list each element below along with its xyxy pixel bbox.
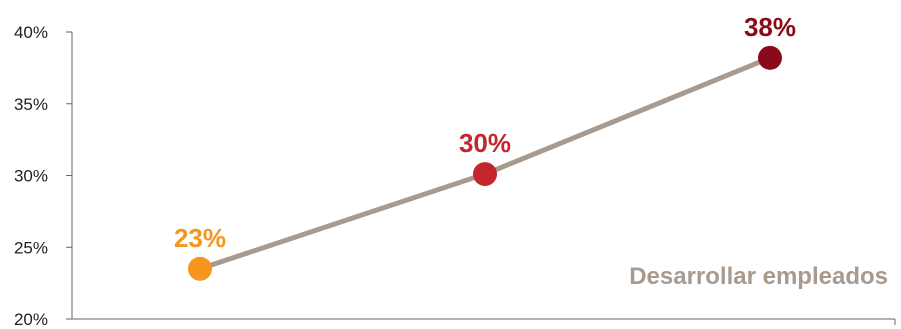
data-labels: 23% 30% 38% bbox=[174, 12, 796, 253]
y-axis: 20% 25% 30% 35% 40% bbox=[14, 23, 73, 329]
series-name-label: Desarrollar empleados bbox=[629, 263, 888, 290]
data-point bbox=[188, 256, 212, 281]
y-tick-label: 30% bbox=[14, 167, 48, 186]
data-points bbox=[188, 45, 782, 281]
x-axis bbox=[72, 318, 896, 325]
data-point bbox=[473, 162, 497, 187]
data-label: 30% bbox=[459, 128, 511, 158]
y-tick-label: 20% bbox=[14, 310, 48, 329]
y-tick-label: 40% bbox=[14, 23, 48, 42]
data-point bbox=[758, 45, 782, 70]
data-label: 23% bbox=[174, 223, 226, 253]
y-tick-label: 25% bbox=[14, 238, 48, 257]
y-tick-label: 35% bbox=[14, 95, 48, 114]
data-label: 38% bbox=[744, 12, 796, 42]
